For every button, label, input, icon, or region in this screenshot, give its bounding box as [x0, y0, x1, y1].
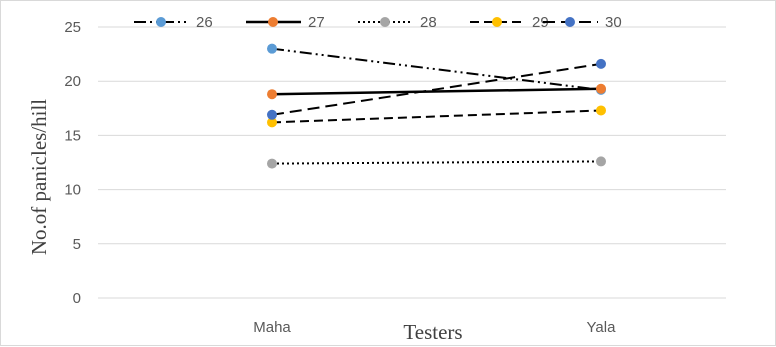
legend-marker-29 [492, 17, 502, 27]
legend-label-29: 29 [532, 14, 549, 31]
data-point-26 [267, 43, 277, 54]
x-axis-title: Testers [403, 320, 462, 344]
legend-label-30: 30 [605, 14, 622, 31]
gridlines [98, 26, 726, 299]
series-points [267, 43, 606, 169]
legend-marker-28 [380, 17, 390, 27]
y-tick-label: 15 [64, 127, 81, 144]
legend-marker-30 [565, 17, 575, 27]
data-point-30 [267, 109, 277, 120]
y-tick-label: 5 [73, 236, 81, 253]
series-line-30 [271, 62, 602, 116]
x-tick-labels: Maha Yala [253, 319, 616, 336]
data-point-28 [596, 156, 606, 167]
y-tick-label: 0 [73, 290, 81, 307]
data-point-30 [596, 58, 606, 69]
legend-marker-26 [156, 17, 166, 27]
data-point-29 [596, 105, 606, 116]
series-line-29 [271, 109, 602, 124]
y-tick-label: 25 [64, 19, 81, 36]
y-tick-labels: 0 5 10 15 20 25 [64, 19, 81, 307]
y-axis-title: No.of panicles/hill [27, 99, 51, 255]
legend-label-28: 28 [420, 14, 437, 31]
legend-label-27: 27 [308, 14, 325, 31]
y-tick-label: 10 [64, 182, 81, 199]
legend-label-26: 26 [196, 14, 213, 31]
series-line-27 [271, 87, 602, 96]
y-tick-label: 20 [64, 73, 81, 90]
data-point-27 [596, 83, 606, 94]
series-lines [271, 47, 602, 165]
series-line-28 [271, 160, 602, 165]
legend-marker-27 [268, 17, 278, 27]
data-point-27 [267, 89, 277, 100]
data-point-29 [267, 117, 277, 128]
x-tick-label: Maha [253, 319, 291, 336]
data-point-28 [267, 158, 277, 169]
legend: 26 27 28 29 30 [134, 14, 622, 31]
series-line-26 [271, 47, 602, 91]
x-tick-label: Yala [587, 319, 617, 336]
